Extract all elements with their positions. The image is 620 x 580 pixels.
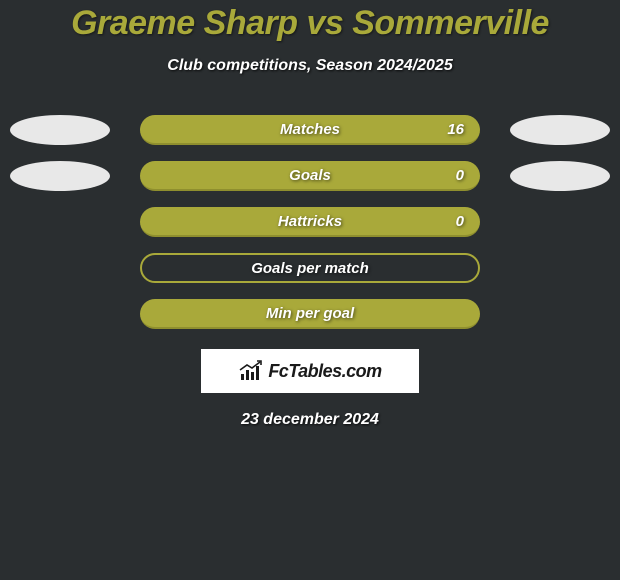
page-title: Graeme Sharp vs Sommerville [0, 4, 620, 43]
ellipse-spacer [510, 207, 610, 237]
stat-value: 16 [447, 121, 464, 138]
stat-rows: Matches 16 Goals 0 Hattricks 0 Goals per match… [0, 115, 620, 329]
stat-label: Goals per match [251, 260, 369, 277]
ellipse-spacer [10, 299, 110, 329]
subtitle: Club competitions, Season 2024/2025 [0, 57, 620, 75]
bars-arrow-icon [238, 360, 264, 382]
stat-value: 0 [456, 213, 464, 230]
comparison-infographic: Graeme Sharp vs Sommerville Club competi… [0, 0, 620, 429]
ellipse-spacer [10, 207, 110, 237]
ellipse-spacer [510, 253, 610, 283]
stat-bar: Goals 0 [140, 161, 480, 191]
logo-box[interactable]: FcTables.com [201, 349, 419, 393]
stat-row: Hattricks 0 [0, 207, 620, 237]
stat-bar: Goals per match [140, 253, 480, 283]
ellipse-spacer [10, 253, 110, 283]
stat-row: Min per goal [0, 299, 620, 329]
stat-label: Matches [280, 121, 340, 138]
stat-label: Goals [289, 167, 331, 184]
stat-row: Matches 16 [0, 115, 620, 145]
player-left-ellipse [10, 161, 110, 191]
date-text: 23 december 2024 [0, 411, 620, 429]
stat-label: Hattricks [278, 213, 342, 230]
player-right-ellipse [510, 115, 610, 145]
ellipse-spacer [510, 299, 610, 329]
logo: FcTables.com [238, 360, 381, 382]
stat-row: Goals 0 [0, 161, 620, 191]
stat-row: Goals per match [0, 253, 620, 283]
stat-label: Min per goal [266, 305, 354, 322]
stat-bar: Matches 16 [140, 115, 480, 145]
stat-bar: Hattricks 0 [140, 207, 480, 237]
stat-value: 0 [456, 167, 464, 184]
stat-bar: Min per goal [140, 299, 480, 329]
logo-text: FcTables.com [268, 361, 381, 382]
player-right-ellipse [510, 161, 610, 191]
player-left-ellipse [10, 115, 110, 145]
